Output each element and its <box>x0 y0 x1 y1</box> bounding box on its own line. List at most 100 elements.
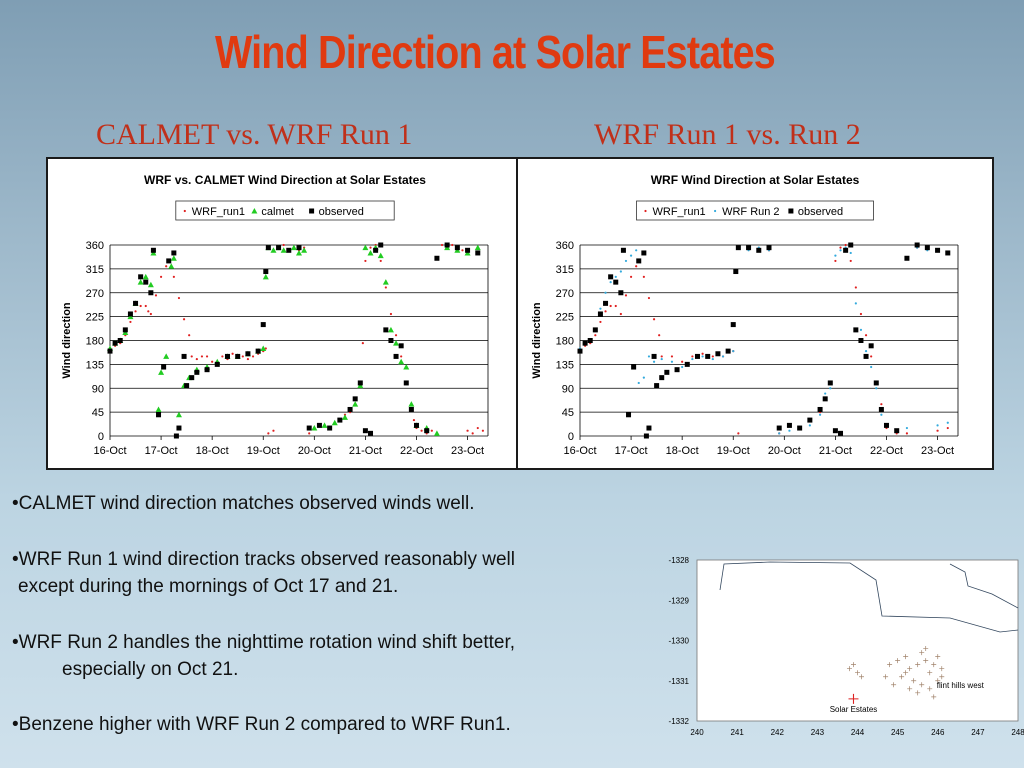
data-point-observed <box>357 380 363 386</box>
map-y-tick-label: -1328 <box>669 556 690 565</box>
data-point-wrf-run1 <box>364 259 367 263</box>
data-point-calmet <box>352 401 359 407</box>
map-point <box>903 670 909 676</box>
data-point-observed <box>150 247 156 253</box>
legend-label-wrf-run-2: WRF Run 2 <box>722 206 779 218</box>
map-x-tick-label: 241 <box>730 728 744 737</box>
data-point-observed <box>694 353 700 359</box>
data-point-observed <box>945 250 951 256</box>
data-point-observed <box>133 300 139 306</box>
map-x-tick-label: 240 <box>690 728 704 737</box>
data-point-observed <box>204 367 210 373</box>
data-point-observed <box>138 274 144 280</box>
data-point-calmet <box>170 255 177 261</box>
data-point-observed <box>730 322 736 328</box>
data-point-wrf-run1 <box>177 296 181 300</box>
data-point-wrf-run1 <box>834 259 837 263</box>
data-point-calmet <box>377 252 384 259</box>
location-map: 240 241 242 243 244 245 246 247 248 -1328 -1329 -13… <box>650 550 1024 740</box>
data-point-wrf-run1 <box>389 312 393 316</box>
data-point-observed <box>786 422 792 428</box>
data-point-wrf-run-2 <box>619 270 622 273</box>
data-point-wrf-run1 <box>658 334 661 337</box>
data-point-observed <box>475 250 481 256</box>
map-point <box>915 662 921 668</box>
data-point-wrf-run1 <box>241 355 244 358</box>
data-point-wrf-run-2 <box>854 302 857 305</box>
x-tick-label: 16-Oct <box>93 445 126 457</box>
data-point-wrf-run1 <box>188 334 191 337</box>
map-point <box>927 686 933 692</box>
calmet-vs-wrf-chart: WRF vs. CALMET Wind Direction at Solar E… <box>46 157 524 470</box>
data-point-observed <box>935 247 941 253</box>
map-point <box>887 662 893 668</box>
map-point <box>855 670 860 676</box>
right-chart-subtitle: WRF Run 1 vs. Run 2 <box>594 118 861 151</box>
data-point-wrf-run1 <box>481 429 484 432</box>
data-point-wrf-run-2 <box>691 357 694 361</box>
data-point-calmet <box>137 279 144 285</box>
data-point-observed <box>454 245 460 251</box>
data-point-observed <box>873 380 879 386</box>
data-point-calmet <box>387 326 394 333</box>
data-point-observed <box>924 245 930 251</box>
data-point-wrf-run1 <box>384 286 387 289</box>
map-x-tick-label: 246 <box>931 728 945 737</box>
data-point-wrf-run1 <box>476 426 479 430</box>
data-point-observed <box>403 380 409 386</box>
data-point-observed <box>171 250 177 256</box>
data-point-wrf-run-2 <box>936 424 939 427</box>
data-point-wrf-run-2 <box>824 392 827 395</box>
data-point-calmet <box>398 358 405 365</box>
data-point-observed <box>733 269 739 275</box>
data-point-observed <box>832 428 838 434</box>
legend-label-observed: observed <box>319 206 364 218</box>
data-point-observed <box>807 417 813 423</box>
data-point-observed <box>853 327 859 333</box>
data-point-wrf-run1 <box>369 246 372 249</box>
data-point-wrf-run1 <box>412 418 416 422</box>
data-point-observed <box>245 351 251 357</box>
x-tick-label: 22-Oct <box>400 445 433 457</box>
data-point-wrf-run1 <box>660 355 663 358</box>
data-point-calmet <box>367 249 374 256</box>
x-tick-label: 20-Oct <box>298 445 331 457</box>
data-point-observed <box>776 425 782 431</box>
map-point <box>919 650 925 656</box>
data-point-observed <box>260 322 266 328</box>
data-point-observed <box>797 425 803 431</box>
legend-marker-calmet <box>251 208 258 214</box>
y-tick-label: 90 <box>562 383 574 395</box>
y-axis-label: Wind direction <box>61 302 73 379</box>
data-point-observed <box>626 412 632 418</box>
x-tick-label: 16-Oct <box>563 445 596 457</box>
data-point-calmet <box>408 401 415 407</box>
data-point-wrf-run1 <box>849 259 852 263</box>
data-point-observed <box>631 364 637 370</box>
data-point-wrf-run1 <box>642 275 645 278</box>
data-point-calmet <box>158 369 165 375</box>
data-point-observed <box>848 242 854 248</box>
bullet-wrf-run2: •WRF Run 2 handles the nighttime rotatio… <box>12 632 516 653</box>
data-point-calmet <box>403 364 410 370</box>
data-point-observed <box>107 348 113 354</box>
chart-title: WRF Wind Direction at Solar Estates <box>651 173 860 187</box>
data-point-calmet <box>260 345 267 351</box>
data-point-observed <box>378 242 384 248</box>
data-point-observed <box>883 422 889 428</box>
map-point <box>903 654 909 660</box>
data-point-wrf-run1 <box>844 243 847 247</box>
data-point-observed <box>214 361 220 367</box>
map-monitor-points <box>846 646 945 700</box>
data-point-wrf-run-2 <box>647 355 651 358</box>
data-point-wrf-run-2 <box>635 249 638 252</box>
data-point-observed <box>424 428 430 434</box>
data-point-wrf-run1 <box>251 355 255 358</box>
data-point-observed <box>613 279 619 285</box>
y-tick-label: 135 <box>86 359 104 371</box>
map-x-tick-label: 247 <box>971 728 985 737</box>
data-point-observed <box>636 258 642 264</box>
legend-label-observed: observed <box>798 206 843 218</box>
legend-marker-wrf-run1 <box>644 209 647 213</box>
data-point-observed <box>286 247 292 253</box>
